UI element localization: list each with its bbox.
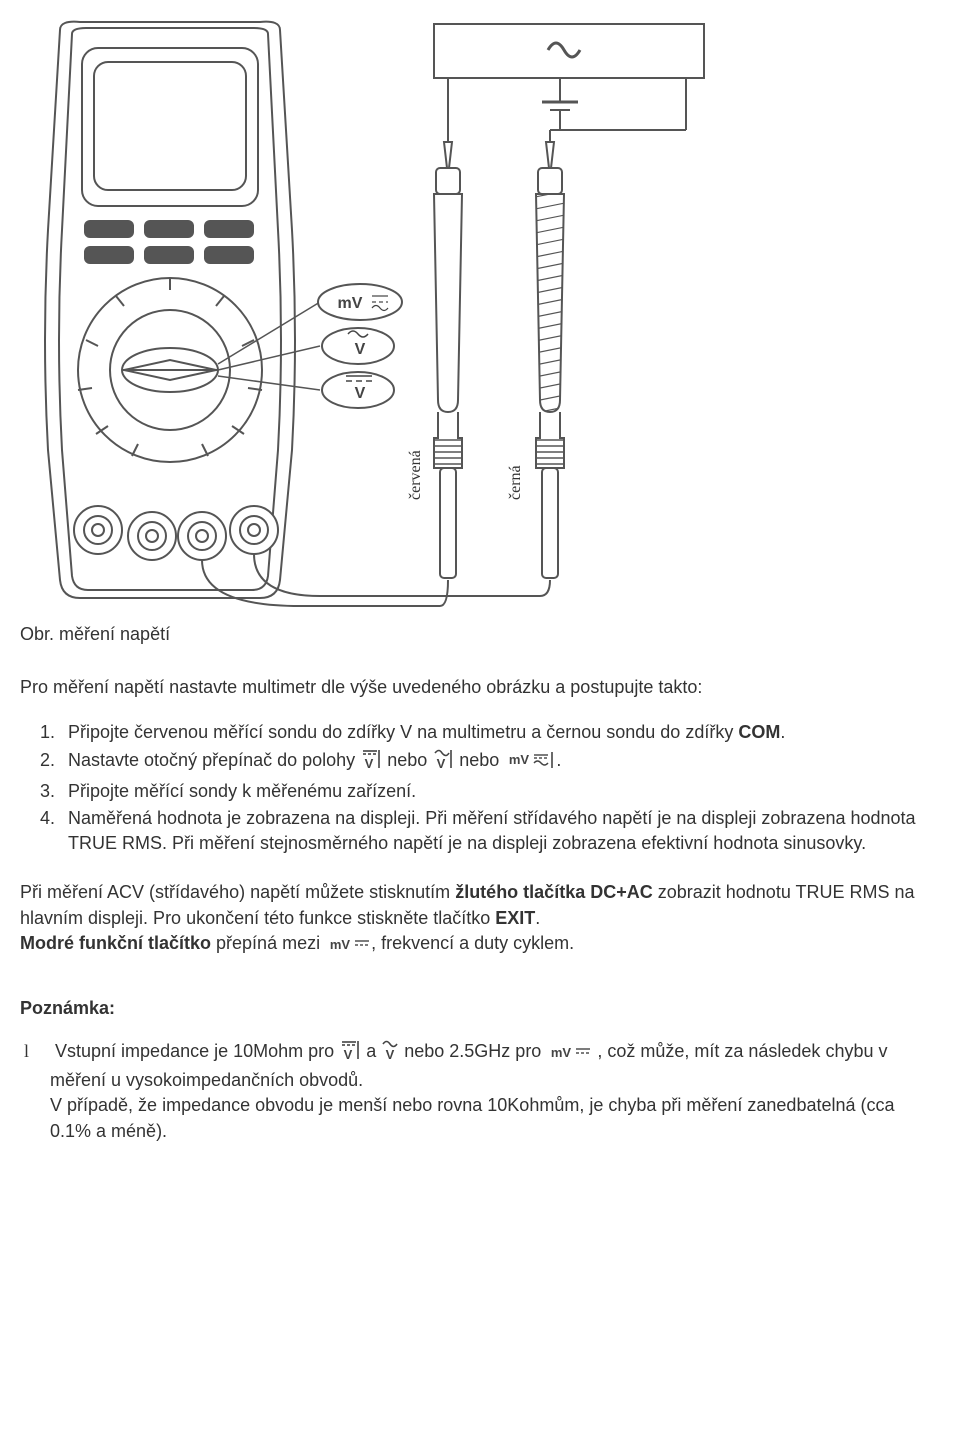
svg-text:V: V bbox=[344, 1047, 353, 1061]
step-4: Naměřená hodnota je zobrazena na displej… bbox=[60, 806, 940, 856]
note-item-1: Vstupní impedance je 10Mohm pro V a V ne… bbox=[50, 1039, 940, 1144]
svg-text:mV: mV bbox=[330, 937, 351, 952]
note-title: Poznámka: bbox=[20, 996, 940, 1021]
step-3: Připojte měřící sondy k měřenému zařízen… bbox=[60, 779, 940, 804]
v-ac-bar-icon: V bbox=[432, 748, 454, 777]
step-2-c: nebo bbox=[459, 750, 504, 770]
step-2-b: nebo bbox=[387, 750, 432, 770]
dial-label-v-ac: V bbox=[355, 341, 366, 358]
measurement-diagram: mV V V bbox=[20, 20, 720, 610]
dial-label-v-dc: V bbox=[355, 385, 366, 402]
probe-black-label: černá bbox=[507, 465, 524, 500]
steps-list: Připojte červenou měřící sondu do zdířky… bbox=[60, 720, 940, 856]
intro-text: Pro měření napětí nastavte multimetr dle… bbox=[20, 675, 940, 700]
svg-text:mV: mV bbox=[509, 752, 530, 767]
v-dc-bar-icon: V bbox=[360, 748, 382, 777]
svg-text:V: V bbox=[386, 1047, 395, 1061]
mv-dc-icon-2: mV bbox=[546, 1043, 592, 1068]
exit-button-label: EXIT bbox=[495, 908, 535, 928]
step-1-text: Připojte červenou měřící sondu do zdířky… bbox=[68, 722, 738, 742]
note-list: Vstupní impedance je 10Mohm pro V a V ne… bbox=[50, 1039, 940, 1144]
figure-caption: Obr. měření napětí bbox=[20, 622, 940, 647]
v-dc-bar-icon-2: V bbox=[339, 1039, 361, 1068]
svg-text:V: V bbox=[437, 756, 446, 770]
blue-button-paragraph: Modré funkční tlačítko přepíná mezi mV ,… bbox=[20, 931, 940, 960]
probe-red-label: červená bbox=[407, 450, 424, 500]
acv-paragraph: Při měření ACV (střídavého) napětí můžet… bbox=[20, 880, 940, 930]
blue-button-label: Modré funkční tlačítko bbox=[20, 933, 211, 953]
svg-text:mV: mV bbox=[551, 1045, 572, 1060]
step-1-com: COM bbox=[738, 722, 780, 742]
yellow-button-label: žlutého tlačítka DC+AC bbox=[455, 882, 653, 902]
v-ac-icon-2: V bbox=[381, 1039, 399, 1068]
step-2: Nastavte otočný přepínač do polohy V neb… bbox=[60, 748, 940, 777]
step-1: Připojte červenou měřící sondu do zdířky… bbox=[60, 720, 940, 745]
step-2-a: Nastavte otočný přepínač do polohy bbox=[68, 750, 360, 770]
mv-dcac-bar-icon: mV bbox=[504, 750, 556, 777]
mv-dc-icon: mV bbox=[325, 935, 371, 960]
svg-text:V: V bbox=[365, 756, 374, 770]
dial-label-mv: mV bbox=[338, 295, 363, 312]
note-item-2-text: V případě, že impedance obvodu je menší … bbox=[50, 1095, 895, 1140]
